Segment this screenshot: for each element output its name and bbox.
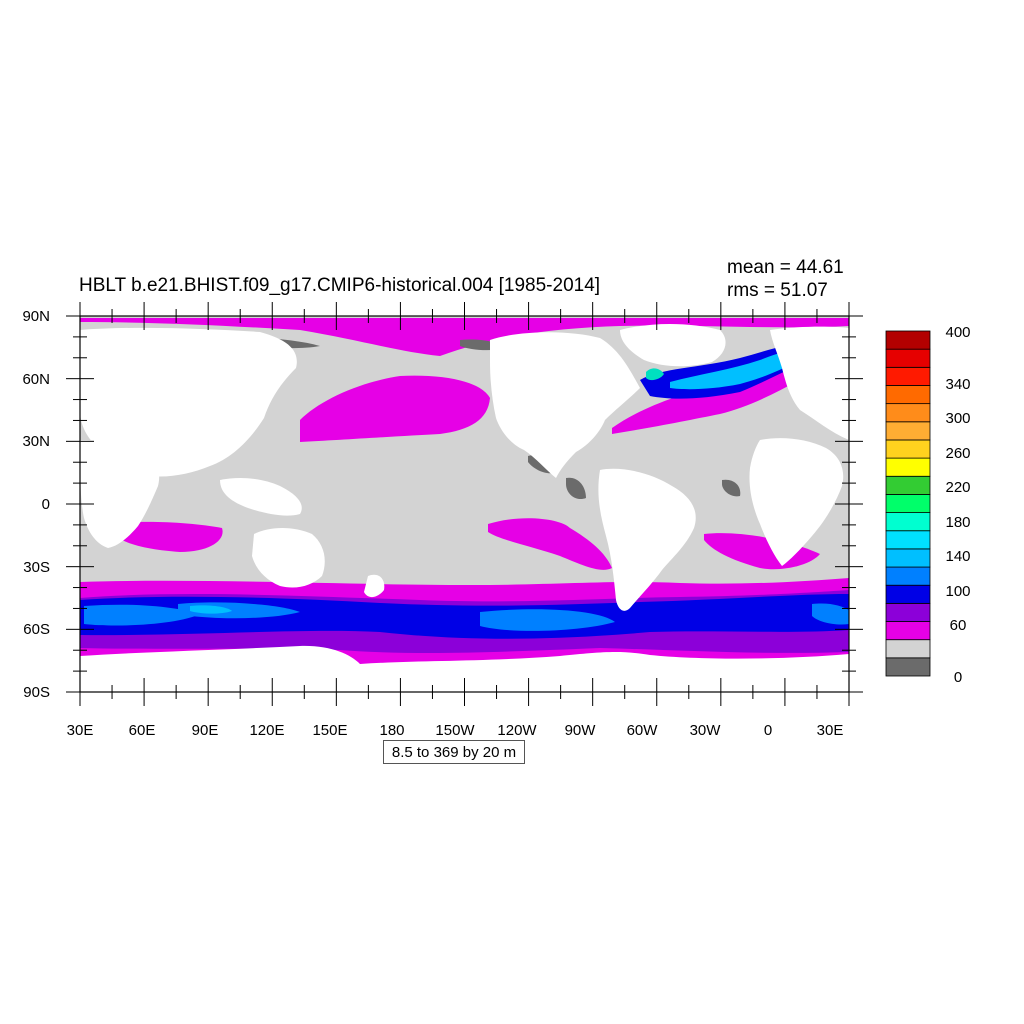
colorbar-swatch — [885, 385, 931, 405]
land-maritime-continent — [220, 478, 302, 516]
colorbar-label: 400 — [945, 324, 970, 341]
colorbar-label: 220 — [945, 479, 970, 496]
lat-tick-label: 90N — [22, 308, 50, 325]
lon-tick-label: 150W — [435, 722, 475, 739]
lat-tick-label: 30N — [22, 433, 50, 450]
low-value-patches — [96, 337, 799, 503]
colorbar-swatch — [885, 621, 931, 641]
land-north-america — [490, 332, 640, 478]
colorbar-swatch — [885, 602, 931, 622]
lon-tick-label: 30E — [67, 722, 94, 739]
north-pacific-patch — [300, 375, 490, 442]
colorbar-swatch — [885, 548, 931, 568]
north-atlantic-cyan — [670, 348, 812, 390]
southern-ocean-band-blue — [80, 594, 849, 639]
lon-tick-label: 60W — [627, 722, 659, 739]
colorbar-swatch — [885, 584, 931, 604]
lat-tick-label: 60N — [22, 371, 50, 388]
lon-tick-label: 60E — [129, 722, 156, 739]
lat-tick-label: 30S — [23, 559, 50, 576]
colorbar-swatch — [885, 457, 931, 477]
colorbar-label: 300 — [945, 410, 970, 427]
land-australia — [252, 528, 325, 588]
lon-tick-label: 120W — [497, 722, 537, 739]
south-pacific-patch — [488, 518, 612, 570]
colorbar-swatch — [885, 494, 931, 513]
colorbar-label: 0 — [954, 669, 962, 686]
colorbar-label: 340 — [945, 376, 970, 393]
lon-tick-label: 90W — [565, 722, 597, 739]
colorbar-label: 60 — [950, 617, 967, 634]
lon-tick-label: 180 — [379, 722, 404, 739]
colorbar-swatch — [885, 348, 931, 368]
lat-tick-label: 60S — [23, 621, 50, 638]
colorbar-swatch — [885, 657, 931, 677]
rms-label: rms = 51.07 — [727, 280, 828, 301]
contour-info-box: 8.5 to 369 by 20 m — [383, 740, 525, 764]
colorbar-label: 180 — [945, 514, 970, 531]
colorbar-swatch — [885, 530, 931, 550]
land-greenland — [620, 324, 726, 367]
colorbar-label: 260 — [945, 445, 970, 462]
land-new-zealand — [364, 574, 385, 598]
lon-tick-label: 30W — [690, 722, 722, 739]
land-eurasia — [80, 326, 849, 477]
lat-tick-label: 0 — [42, 496, 50, 513]
lon-tick-label: 0 — [764, 722, 772, 739]
mean-label: mean = 44.61 — [727, 257, 844, 278]
map-field — [80, 316, 849, 692]
lon-tick-label: 150E — [312, 722, 347, 739]
indian-ocean-patch — [112, 521, 223, 552]
colorbar-swatch — [885, 566, 931, 586]
southern-ocean-band-lightblue — [84, 602, 849, 631]
land-south-america — [598, 468, 696, 611]
lon-tick-label: 90E — [192, 722, 219, 739]
southern-ocean-band-cyan — [190, 605, 232, 614]
colorbar-swatch — [885, 403, 931, 423]
colorbar-label: 140 — [945, 548, 970, 565]
labrador-sea-core — [646, 368, 664, 381]
plot-title: HBLT b.e21.BHIST.f09_g17.CMIP6-historica… — [79, 275, 601, 296]
lon-tick-label: 30E — [817, 722, 844, 739]
colorbar-swatch — [885, 475, 931, 495]
colorbar-label: 100 — [945, 583, 970, 600]
colorbar-swatch — [885, 421, 931, 441]
colorbar-swatch — [885, 639, 931, 659]
colorbar-swatch — [885, 330, 931, 350]
south-atlantic-patch — [704, 533, 820, 570]
colorbar-swatch — [885, 439, 931, 459]
land-africa — [80, 438, 844, 566]
lon-tick-label: 120E — [249, 722, 284, 739]
axis-ticks — [66, 302, 863, 706]
colorbar-swatch — [885, 512, 931, 532]
colorbar-swatch — [885, 366, 931, 386]
colorbar — [885, 330, 931, 677]
lat-tick-label: 90S — [23, 684, 50, 701]
